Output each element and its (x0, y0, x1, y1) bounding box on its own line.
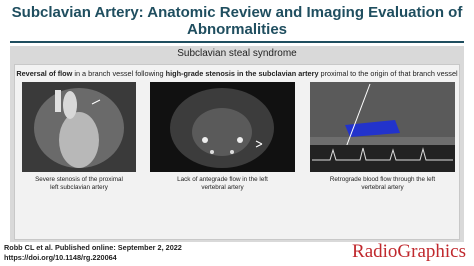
description-segment: high-grade stenosis in the subclavian ar… (165, 69, 319, 78)
description-segment: proximal to the origin of that branch ve… (318, 69, 458, 78)
panel-heading: Subclavian steal syndrome (177, 48, 297, 59)
ultrasound-image (310, 82, 455, 172)
title-line: Abnormalities (186, 21, 288, 38)
logo: RadioGraphics (352, 241, 466, 262)
mra-image (150, 82, 295, 172)
description-segment: in a branch vessel following (72, 69, 166, 78)
citation: Robb CL et al. Published online: Septemb… (4, 243, 182, 252)
ct-image (22, 82, 136, 172)
caption-line: Severe stenosis of the proximal (35, 176, 123, 183)
title: Subclavian Artery: Anatomic Review and I… (0, 4, 474, 38)
description: Reversal of flow in a branch vessel foll… (14, 69, 460, 78)
caption-line: vertebral artery (201, 183, 244, 191)
caption-line: vertebral artery (361, 183, 404, 191)
caption: Severe stenosis of the proximal left subc… (22, 176, 136, 191)
rule (10, 41, 464, 43)
caption-line: Retrograde blood flow through the left (329, 176, 436, 183)
doi: https://doi.org/10.1148/rg.220064 (4, 253, 117, 262)
title-line: Subclavian Artery: Anatomic Review and I… (11, 4, 463, 21)
caption: Retrograde blood flow through the left ve… (310, 176, 455, 191)
caption: Lack of antegrade flow in the left verteb… (150, 176, 295, 191)
caption-line: Lack of antegrade flow in the left (177, 176, 268, 183)
description-segment: Reversal of flow (16, 69, 73, 78)
caption-line: left subclavian artery (50, 183, 108, 191)
